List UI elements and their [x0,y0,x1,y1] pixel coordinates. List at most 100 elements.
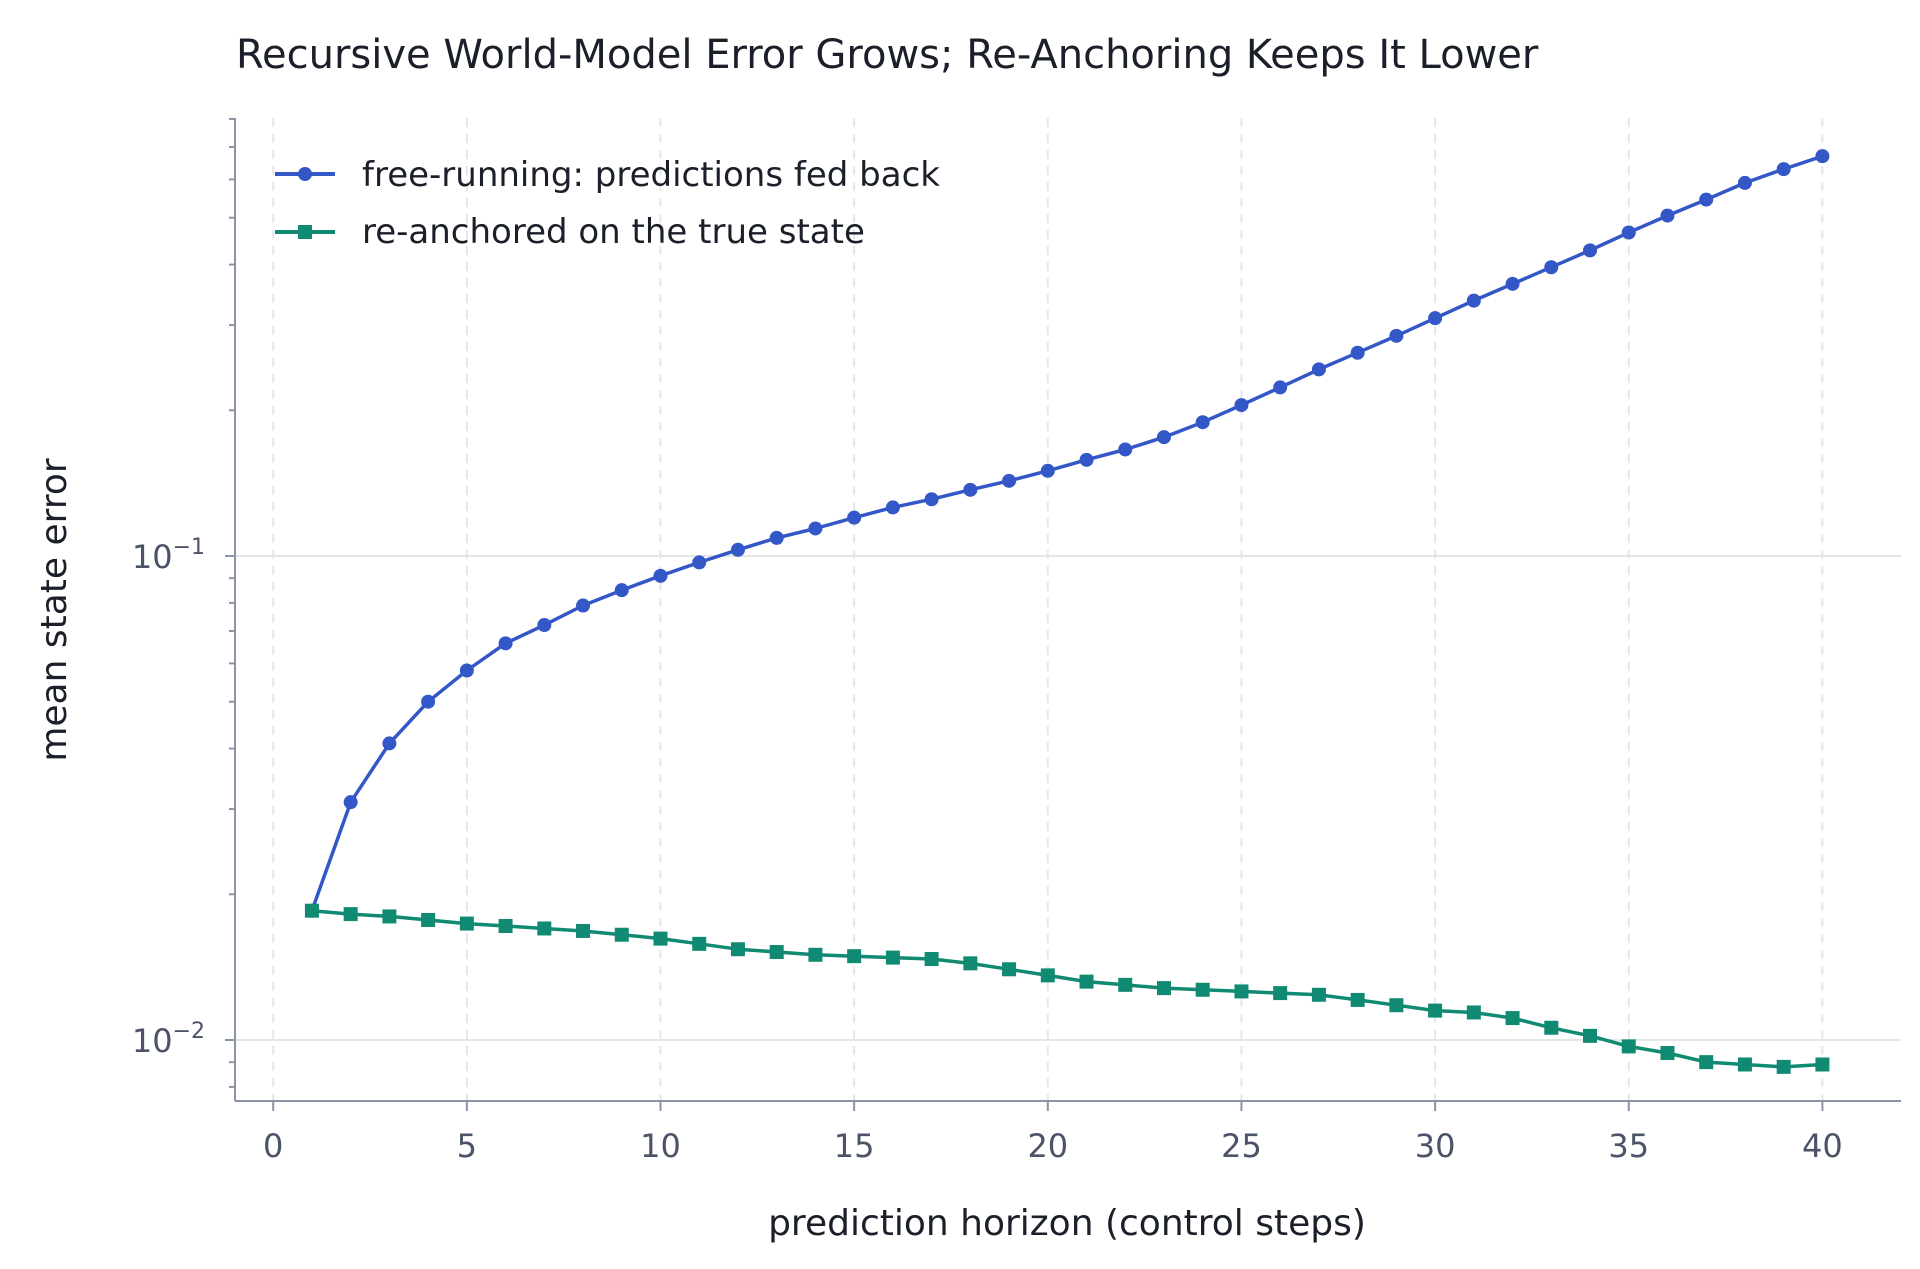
data-point-free-running [1583,243,1598,258]
legend-marker-free-running [298,167,312,181]
data-point-free-running [1156,430,1171,445]
data-point-re-anchored [963,956,978,971]
x-tick-label: 10 [640,1127,681,1165]
plot-area [304,149,1830,1074]
chart-title: Recursive World-Model Error Grows; Re-An… [236,32,1539,78]
data-point-re-anchored [1350,992,1365,1007]
data-point-free-running [1234,398,1249,413]
data-point-re-anchored [1234,984,1249,999]
data-point-free-running [1040,463,1055,478]
data-point-re-anchored [459,916,474,931]
data-point-free-running [963,482,978,497]
data-point-re-anchored [1466,1005,1481,1020]
data-point-re-anchored [653,931,668,946]
data-point-re-anchored [769,944,784,959]
data-point-free-running [730,542,745,557]
data-point-re-anchored [1544,1020,1559,1035]
data-point-free-running [459,663,474,678]
data-point-free-running [421,694,436,709]
legend: free-running: predictions fed back re-an… [275,155,940,252]
data-point-free-running [1737,175,1752,190]
data-point-re-anchored [1156,981,1171,996]
x-axis-label: prediction horizon (control steps) [768,1203,1366,1244]
data-point-re-anchored [692,936,707,951]
data-point-free-running [1350,345,1365,360]
data-point-re-anchored [885,950,900,965]
data-point-re-anchored [382,909,397,924]
data-point-re-anchored [1002,962,1017,977]
data-point-re-anchored [1040,968,1055,983]
data-point-re-anchored [1505,1011,1520,1026]
x-tick-label: 40 [1802,1127,1843,1165]
data-point-re-anchored [924,952,939,967]
data-point-free-running [614,583,629,598]
data-point-re-anchored [730,942,745,957]
data-point-free-running [1079,452,1094,467]
data-point-free-running [576,598,591,613]
y-axis-label: mean state error [34,458,75,762]
data-point-re-anchored [1737,1057,1752,1072]
data-point-free-running [847,510,862,525]
x-tick-label: 25 [1221,1127,1262,1165]
data-point-free-running [537,618,552,633]
axis-ticks: 0 5 10 15 20 25 30 35 40 10−2 10−1 [132,117,1843,1165]
data-point-re-anchored [1660,1046,1675,1061]
series-line-re-anchored [311,908,1823,1069]
data-point-re-anchored [576,923,591,938]
data-point-re-anchored [1428,1003,1443,1018]
data-point-re-anchored [304,903,319,918]
x-tick-label: 15 [834,1127,875,1165]
data-point-free-running [343,795,358,810]
data-point-re-anchored [1195,982,1210,997]
data-point-free-running [1118,442,1133,457]
series-line-free-running [310,154,1823,912]
data-point-re-anchored [1621,1039,1636,1054]
data-point-free-running [1660,208,1675,223]
data-point-re-anchored [1118,977,1133,992]
legend-label-re-anchored: re-anchored on the true state [362,212,865,252]
data-point-free-running [382,736,397,751]
data-point-free-running [1428,311,1443,326]
data-point-re-anchored [1389,998,1404,1013]
y-tick-label: 10−2 [132,1019,205,1060]
data-point-free-running [1311,362,1326,377]
data-point-re-anchored [1776,1059,1791,1074]
data-point-re-anchored [1699,1055,1714,1070]
data-point-re-anchored [808,947,823,962]
data-point-re-anchored [421,912,436,927]
data-point-re-anchored [1311,987,1326,1002]
data-point-free-running [1505,276,1520,291]
data-point-free-running [1621,225,1636,240]
data-point-free-running [1002,473,1017,488]
data-point-free-running [1195,415,1210,430]
legend-marker-re-anchored [298,225,312,239]
data-point-re-anchored [1815,1057,1830,1072]
x-tick-label: 35 [1608,1127,1649,1165]
x-tick-label: 20 [1027,1127,1068,1165]
data-point-re-anchored [343,907,358,922]
data-point-free-running [769,530,784,545]
data-point-re-anchored [1583,1028,1598,1043]
data-point-re-anchored [498,919,513,934]
x-tick-label: 0 [263,1127,283,1165]
data-point-free-running [885,500,900,515]
legend-label-free-running: free-running: predictions fed back [362,155,940,195]
data-point-free-running [1389,328,1404,343]
x-tick-label: 5 [457,1127,477,1165]
data-point-free-running [1776,162,1791,177]
data-point-re-anchored [1079,974,1094,989]
data-point-free-running [924,492,939,507]
data-point-free-running [498,636,513,651]
data-point-free-running [1466,293,1481,308]
data-point-re-anchored [614,927,629,942]
data-point-re-anchored [537,921,552,936]
data-point-free-running [1544,260,1559,275]
data-point-free-running [692,555,707,570]
data-point-free-running [1815,149,1830,164]
data-point-re-anchored [1273,986,1288,1001]
data-point-free-running [653,568,668,583]
data-point-free-running [1699,192,1714,207]
data-point-re-anchored [847,949,862,964]
y-tick-label: 10−1 [132,535,205,576]
